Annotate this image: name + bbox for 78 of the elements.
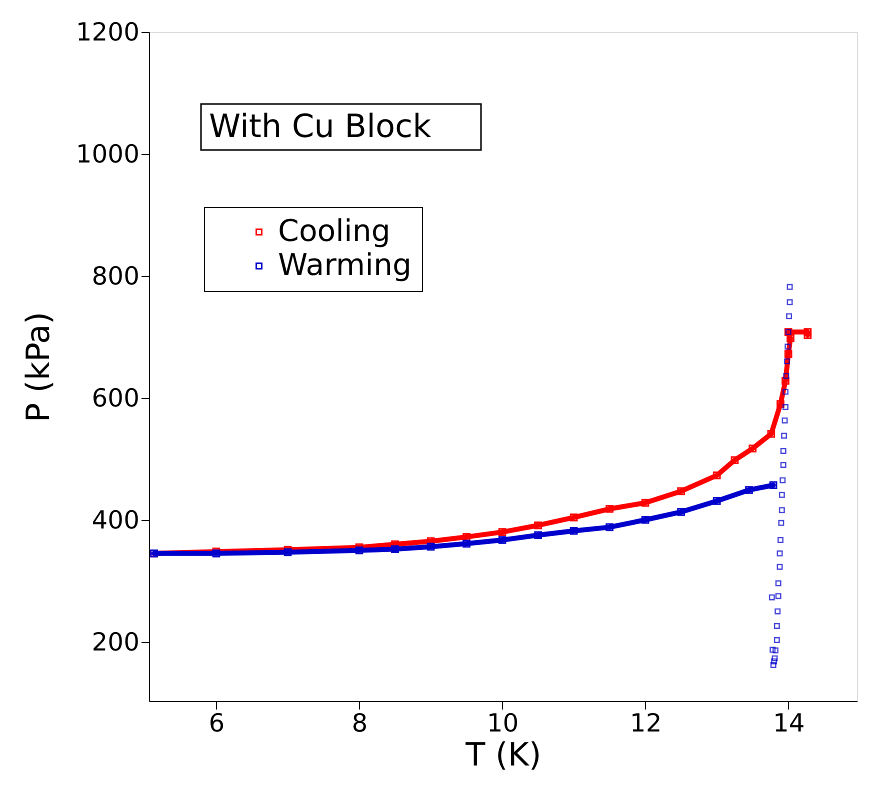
point [748,444,756,452]
point [781,432,788,439]
point [570,526,578,535]
point [712,497,721,505]
point [462,540,470,548]
x-tick-label: 6 [208,708,225,738]
legend-label: Warming [278,248,412,283]
point [641,498,650,507]
point [745,486,753,494]
point [774,637,780,644]
x-tick-label: 12 [630,708,662,738]
point [462,533,470,541]
point [767,430,776,438]
point [776,550,783,556]
y-tick-label: 400 [92,505,140,534]
point [770,646,776,653]
point [426,542,435,551]
point [775,593,782,600]
point [677,508,685,516]
point [534,531,542,540]
point [782,376,790,385]
point [712,471,721,480]
point [780,477,786,484]
x-tick-label: 8 [352,708,368,738]
point [778,520,784,526]
x-axis-title: T (K) [464,736,542,774]
point [778,507,785,514]
point [772,655,778,662]
point [774,608,781,614]
point [606,523,614,532]
point [774,622,780,629]
point [284,548,292,556]
y-tick-label: 1000 [76,139,140,168]
point [355,546,364,554]
point [777,537,784,543]
point [784,350,792,358]
point [786,334,794,342]
point [770,662,776,668]
point [784,358,790,364]
point [776,400,784,408]
annotation: With Cu Block [209,107,432,145]
point [780,448,786,454]
y-tick-label: 800 [92,261,140,290]
point [570,514,578,522]
y-tick-label: 1200 [76,18,140,46]
point [606,504,614,513]
point [769,481,778,490]
point [782,404,788,410]
point [782,417,788,424]
point [783,372,790,379]
point [498,528,506,536]
point [784,344,791,350]
x-tick-label: 10 [486,708,519,738]
point [782,388,788,395]
point [534,521,542,530]
point [498,536,506,544]
point [778,492,785,498]
point [780,462,786,468]
point [786,299,793,306]
point [641,516,650,524]
point [772,647,778,654]
point [776,564,783,570]
y-tick-label: 200 [92,627,140,656]
point [677,487,685,496]
point [786,284,793,290]
point [391,545,399,554]
point [804,328,812,336]
point [426,537,435,546]
x-tick-label: 14 [772,708,805,738]
point [786,313,792,320]
point [804,331,812,340]
y-axis-title: P (kPa) [18,312,57,422]
y-tick-label: 600 [92,383,140,412]
point [730,456,739,464]
point [771,658,778,664]
point [775,580,782,586]
legend-label: Cooling [278,214,390,249]
point [768,594,775,600]
